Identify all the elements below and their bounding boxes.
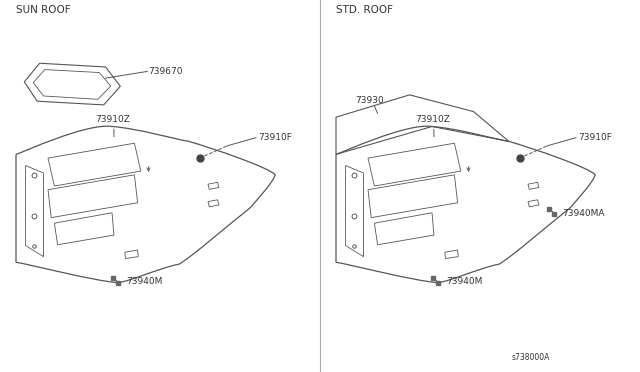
Text: 73930: 73930 [355, 96, 384, 105]
Text: 73940M: 73940M [446, 277, 483, 286]
Text: 73940M: 73940M [126, 277, 163, 286]
Text: STD. ROOF: STD. ROOF [336, 5, 393, 15]
Text: 739670: 739670 [148, 67, 183, 76]
Text: 73910Z: 73910Z [415, 115, 449, 124]
Text: 73910F: 73910F [258, 133, 292, 142]
Text: s738000A: s738000A [512, 353, 550, 362]
Text: 73910Z: 73910Z [95, 115, 129, 124]
Text: SUN ROOF: SUN ROOF [16, 5, 70, 15]
Text: 73910F: 73910F [578, 133, 612, 142]
Text: 73940MA: 73940MA [562, 209, 604, 218]
